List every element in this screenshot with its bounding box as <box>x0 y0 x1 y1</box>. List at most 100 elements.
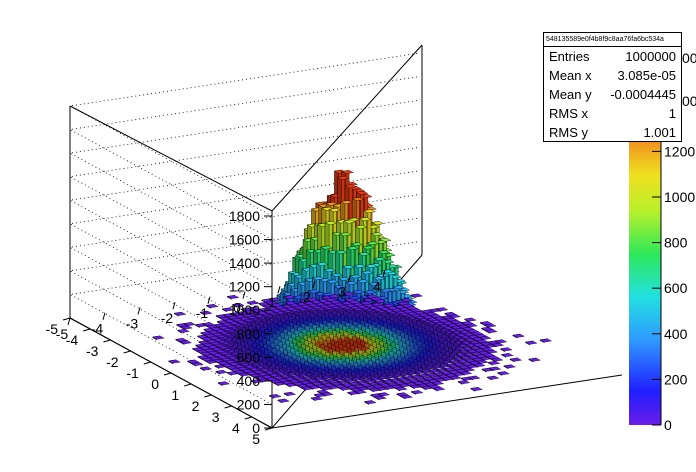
lego-bar <box>341 170 354 174</box>
lego-bar <box>268 297 282 302</box>
z-gridline <box>68 193 421 358</box>
palette-tick-label: 200 <box>664 371 688 387</box>
lego-bar <box>183 322 196 326</box>
lego-bar <box>379 288 393 293</box>
y-tick-label: -3 <box>86 343 99 359</box>
lego-bar <box>328 208 342 212</box>
lego-bar <box>202 322 215 327</box>
y-tick <box>103 339 111 343</box>
y-tick-label: 0 <box>151 376 159 392</box>
lego-bar <box>396 392 409 397</box>
lego-bar <box>351 197 365 201</box>
lego-bar <box>468 375 481 380</box>
partial-top-labels: 00 00 <box>682 50 696 109</box>
x-tick-label: -4 <box>91 321 104 337</box>
lego-bar <box>232 303 245 307</box>
lego-bar <box>342 265 355 269</box>
stats-label: Mean x <box>549 68 592 83</box>
stats-row-mean-x: Mean x 3.085e-05 <box>544 66 681 85</box>
stats-value: 3.085e-05 <box>617 68 676 83</box>
x-tick <box>207 296 211 304</box>
lego-bar <box>366 241 379 246</box>
stats-value: -0.0004445 <box>610 87 676 102</box>
x-tick <box>277 286 281 294</box>
y-tick-label: -4 <box>66 332 79 348</box>
y-tick <box>264 427 273 431</box>
z-gridline <box>68 170 421 335</box>
lego-bar <box>199 366 213 371</box>
palette-tick-label: 1000 <box>664 189 695 205</box>
lego-bar <box>283 295 296 300</box>
lego-bar <box>528 357 541 362</box>
stats-row-rms-x: RMS x 1 <box>544 104 681 123</box>
x-tick-label: -2 <box>161 310 174 326</box>
lego-bar <box>355 190 369 195</box>
stats-value: 1 <box>668 106 676 121</box>
y-tick-label: 4 <box>232 420 240 436</box>
z-tick-label: 1400 <box>229 255 260 271</box>
lego-bar <box>365 294 379 299</box>
lego-bar <box>488 366 502 371</box>
lego-bar <box>503 364 516 369</box>
lego-bar <box>480 326 494 331</box>
x-tick-label: 2 <box>303 289 311 305</box>
lego-bar <box>497 371 510 376</box>
lego-bar <box>363 290 377 294</box>
palette-bar <box>629 140 661 425</box>
lego-bar <box>370 302 384 307</box>
stats-label: RMS x <box>549 106 588 121</box>
lego-bar <box>365 264 378 268</box>
lego-bar <box>342 292 356 296</box>
lego-bar <box>173 311 187 316</box>
palette-tick-label: 0 <box>664 417 672 433</box>
lego-bar <box>509 357 523 362</box>
stats-box: 548135589e0f4b8f9c8aa76fa6bc534a Entries… <box>543 32 682 142</box>
lego-bar <box>470 387 483 391</box>
lego-bar <box>334 250 348 255</box>
z-axis: 0 200 400 600 800 1000 1200 1400 1600 1800 <box>229 208 272 436</box>
stats-row-entries: Entries 1000000 <box>544 47 681 66</box>
lego-bar <box>356 279 370 284</box>
color-palette <box>629 140 662 425</box>
z-gridline <box>68 99 421 264</box>
stats-row-rms-y: RMS y 1.001 <box>544 123 681 142</box>
lego-bar <box>457 380 471 384</box>
x-tick-label: -1 <box>196 305 209 321</box>
y-tick <box>83 328 91 332</box>
lego-bar <box>277 398 290 403</box>
stats-row-mean-y: Mean y -0.0004445 <box>544 85 681 104</box>
x-axis-line <box>271 374 623 429</box>
y-tick <box>224 405 232 409</box>
lego-bar <box>364 400 377 405</box>
stats-label: Entries <box>549 49 590 64</box>
lego-bar <box>360 270 374 275</box>
x-tick <box>172 301 176 310</box>
lego-bar <box>350 242 364 247</box>
z-gridline <box>68 146 421 311</box>
lego-bar <box>307 289 321 294</box>
y-tick <box>244 416 252 420</box>
partial-label-lower: 00 <box>682 93 696 109</box>
lego-bar <box>316 262 329 266</box>
lego-bar <box>479 321 493 325</box>
x-tick <box>137 307 141 315</box>
y-tick-label: -2 <box>106 354 119 370</box>
palette-tick-label: 600 <box>664 280 688 296</box>
x-tick-label: 4 <box>373 278 381 294</box>
lego-bar <box>284 301 297 305</box>
lego-bars <box>152 169 553 405</box>
lego-bar <box>168 359 181 364</box>
back-wall-top-right <box>271 44 423 212</box>
y-tick-label: 5 <box>252 431 260 447</box>
lego-bar <box>326 279 339 284</box>
lego-bar <box>221 307 235 312</box>
z-gridline <box>68 76 421 240</box>
lego-bar <box>199 310 213 315</box>
lego-bar <box>215 370 228 374</box>
lego-bar <box>320 245 333 250</box>
z-tick-label: 1000 <box>229 302 260 318</box>
lego-bar <box>346 246 359 251</box>
lego-bar <box>268 394 282 398</box>
lego-bar <box>373 257 387 261</box>
